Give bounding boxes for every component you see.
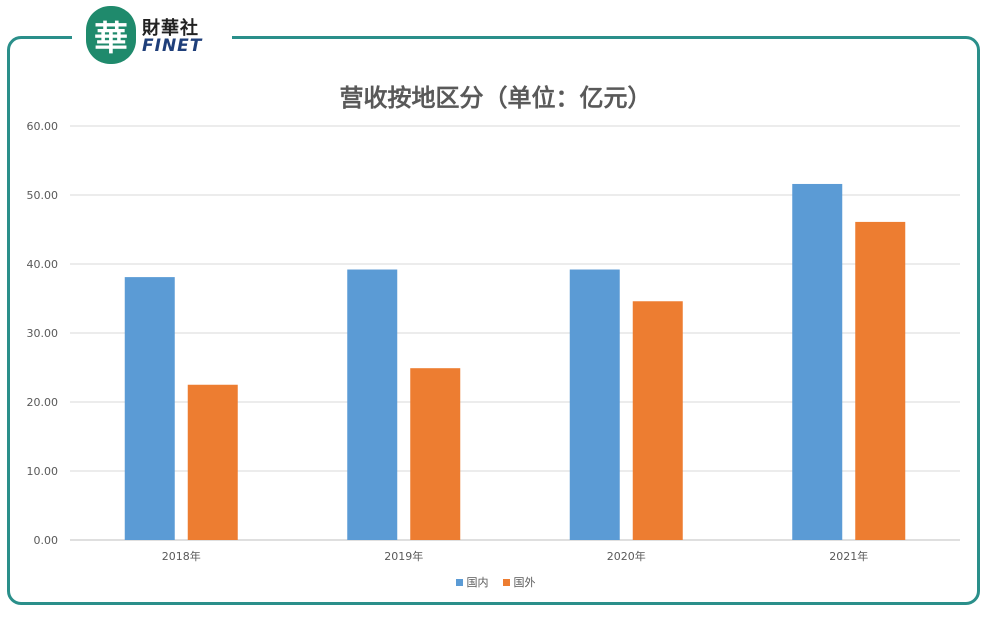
bar xyxy=(410,368,461,540)
bar xyxy=(347,269,398,540)
chart-legend: 国内 国外 xyxy=(0,574,991,590)
logo-chinese-name: 財華社 xyxy=(142,18,199,39)
y-tick-label: 50.00 xyxy=(27,189,59,202)
x-tick-label: 2021年 xyxy=(829,549,868,563)
legend-item: 国内 xyxy=(455,574,489,590)
legend-swatch xyxy=(455,578,463,586)
legend-label: 国外 xyxy=(513,576,536,589)
bar xyxy=(632,301,683,540)
x-tick-label: 2019年 xyxy=(384,549,423,563)
chart-title: 营收按地区分（单位：亿元） xyxy=(339,84,652,112)
finet-logo-icon: 華 xyxy=(86,6,136,64)
y-tick-label: 60.00 xyxy=(27,120,59,133)
bar xyxy=(187,384,238,540)
bar xyxy=(855,221,906,540)
y-tick-label: 0.00 xyxy=(34,534,59,547)
bar xyxy=(792,183,843,540)
x-tick-label: 2020年 xyxy=(607,549,646,563)
legend-item: 国外 xyxy=(502,574,536,590)
y-tick-label: 30.00 xyxy=(27,327,59,340)
y-tick-label: 10.00 xyxy=(27,465,59,478)
legend-swatch xyxy=(502,578,510,586)
legend-label: 国内 xyxy=(466,576,489,589)
bar xyxy=(569,269,620,540)
y-tick-label: 20.00 xyxy=(27,396,59,409)
x-tick-label: 2018年 xyxy=(162,549,201,563)
logo-english-name: FINET xyxy=(142,36,203,56)
bar xyxy=(124,277,175,540)
y-tick-label: 40.00 xyxy=(27,258,59,271)
